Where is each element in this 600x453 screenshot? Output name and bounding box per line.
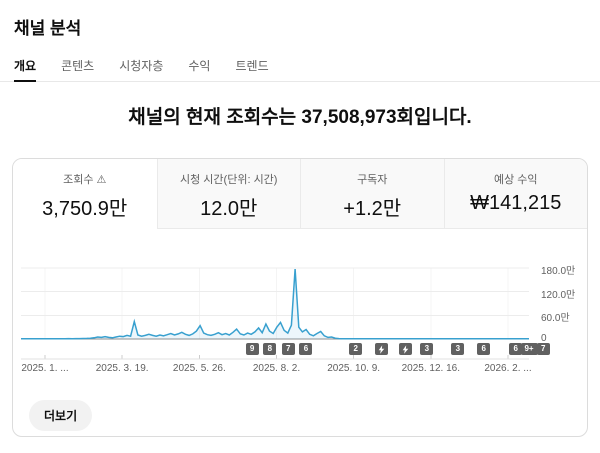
tab-audience[interactable]: 시청자층 (119, 59, 164, 73)
x-axis-label: 2025. 8. 2. (252, 363, 301, 374)
warning-icon: ⚠ (96, 174, 107, 186)
metric-value: +1.2만 (343, 198, 402, 220)
metric-card-subscribers[interactable]: 구독자 +1.2만 (300, 159, 444, 229)
metric-label: 조회수 ⚠ (63, 174, 107, 186)
metric-label: 구독자 (357, 174, 388, 186)
views-series-line (21, 269, 529, 340)
metric-cards-row: 조회수 ⚠ 3,750.9만 시청 시간(단위: 시간) 12.0만 구독자 +1.2만 예상… (13, 159, 587, 229)
tab-overview[interactable]: 개요 (14, 57, 37, 82)
chart-area-fill (21, 269, 529, 339)
video-marker-badge[interactable]: 3 (420, 343, 434, 355)
tab-contents[interactable]: 콘텐츠 (61, 59, 95, 73)
video-marker-badge[interactable]: 9+ (520, 343, 538, 355)
shorts-marker-badge[interactable] (374, 343, 388, 355)
headline: 채널의 현재 조회수는 37,508,973회입니다. (128, 107, 472, 128)
metric-value: 3,750.9만 (42, 198, 128, 220)
video-marker-badge[interactable]: 6 (509, 343, 523, 355)
video-marker-badge[interactable]: 2 (349, 343, 363, 355)
x-axis-label: 2025. 1. ... (21, 363, 69, 374)
video-marker-badge[interactable]: 7 (536, 343, 550, 355)
video-marker-badge[interactable]: 8 (263, 343, 277, 355)
analytics-card: 조회수 ⚠ 3,750.9만 시청 시간(단위: 시간) 12.0만 구독자 +1.2만 예상… (12, 158, 588, 437)
metric-value: ₩141,215 (470, 192, 562, 214)
more-button[interactable]: 더보기 (29, 400, 93, 431)
video-marker-badge[interactable]: 9 (245, 343, 259, 355)
y-axis-label: 0 (541, 333, 547, 345)
tab-revenue[interactable]: 수익 (188, 59, 211, 73)
video-marker-badge[interactable]: 6 (477, 343, 491, 355)
views-line-chart[interactable] (13, 254, 587, 374)
analytics-tab-bar: 개요 콘텐츠 시청자층 수익 트렌드 (0, 57, 600, 82)
video-marker-badge[interactable]: 6 (299, 343, 313, 355)
shorts-icon (402, 344, 408, 354)
y-axis-label: 60.0만 (541, 313, 570, 325)
video-marker-badge[interactable]: 7 (281, 343, 295, 355)
video-marker-badge[interactable]: 3 (451, 343, 465, 355)
y-axis-label: 180.0만 (541, 266, 576, 277)
x-axis-label: 2026. 2. ... (484, 363, 532, 374)
metric-card-revenue[interactable]: 예상 수익 ₩141,215 (443, 159, 587, 229)
metric-label: 시청 시간(단위: 시간) (180, 174, 278, 186)
metric-value: 12.0만 (200, 198, 258, 220)
metric-card-watch-time[interactable]: 시청 시간(단위: 시간) 12.0만 (156, 159, 300, 229)
x-axis-label: 2025. 10. 9. (327, 363, 381, 374)
y-axis-label: 120.0만 (541, 289, 576, 301)
page-title: 채널 분석 (14, 19, 82, 38)
metric-card-views[interactable]: 조회수 ⚠ 3,750.9만 (13, 159, 157, 229)
x-axis-label: 2025. 3. 19. (95, 363, 149, 374)
x-axis-label: 2025. 5. 26. (172, 363, 226, 374)
x-axis-label: 2025. 12. 16. (401, 363, 461, 374)
shorts-icon (378, 344, 384, 354)
metric-label: 예상 수익 (493, 174, 538, 186)
shorts-marker-badge[interactable] (398, 343, 412, 355)
tab-trends[interactable]: 트렌드 (235, 59, 269, 73)
